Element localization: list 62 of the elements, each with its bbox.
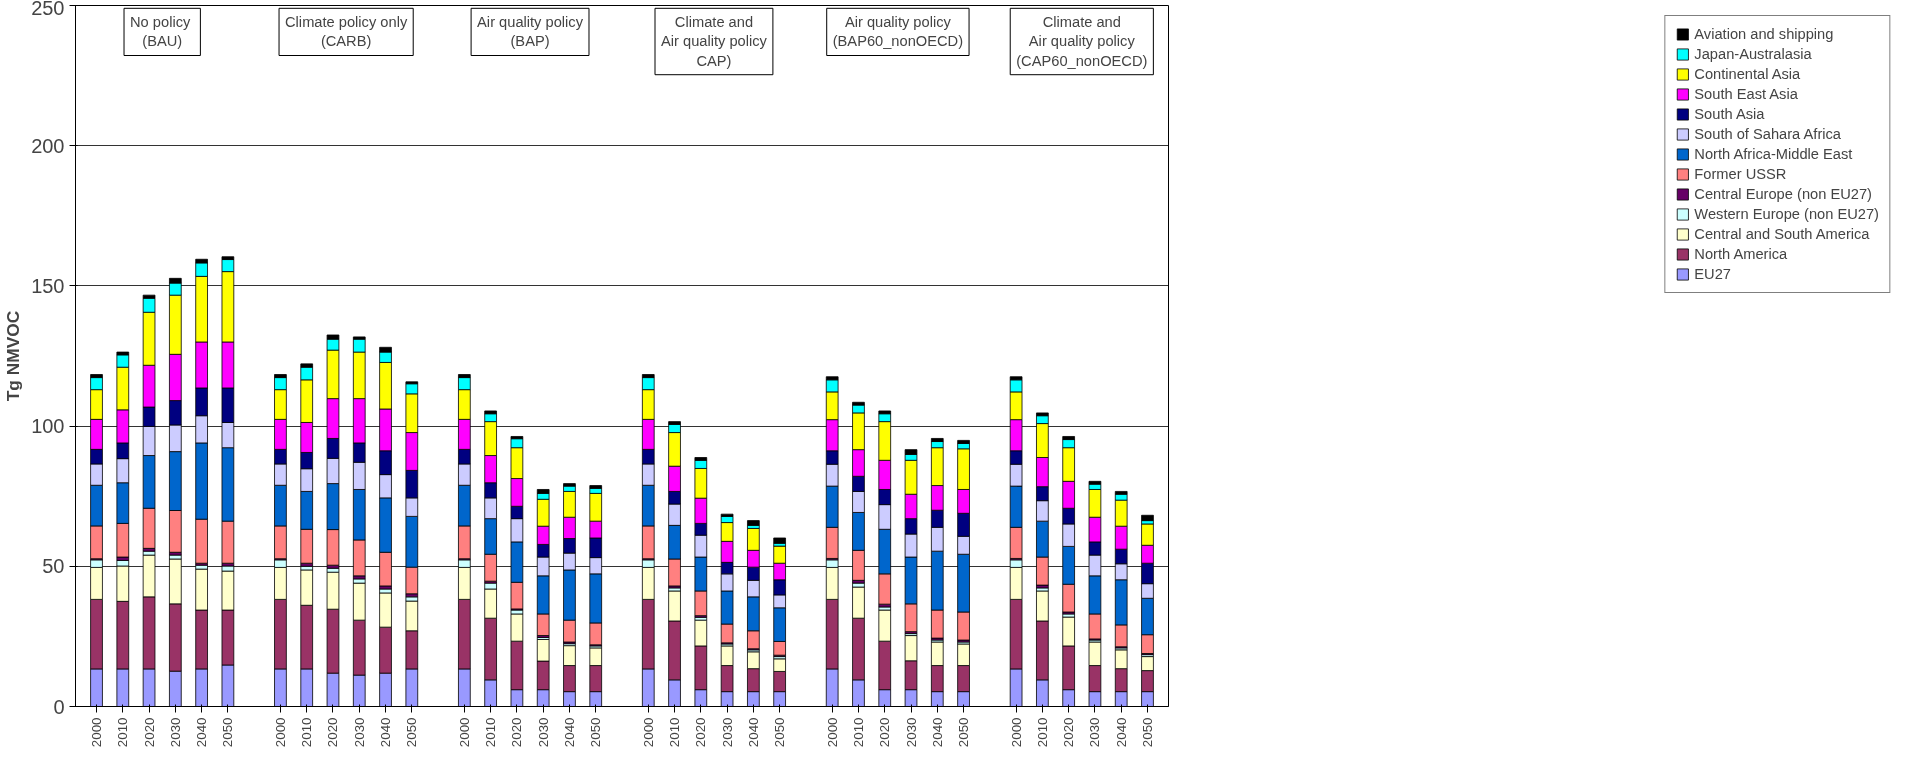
x-tick-label: 2040 bbox=[561, 717, 577, 748]
x-tick-label: 2010 bbox=[667, 717, 683, 748]
x-tick-label: 2040 bbox=[194, 717, 210, 748]
x-tick-label: 2030 bbox=[535, 717, 551, 748]
annotation: Air quality policy (BAP) bbox=[477, 14, 584, 50]
x-tick-label: 2030 bbox=[167, 717, 183, 748]
x-tick-label: 2030 bbox=[1087, 717, 1103, 748]
y-tick-label: 250 bbox=[31, 0, 65, 19]
x-tick-label: 2030 bbox=[351, 717, 367, 748]
x-tick-label: 2040 bbox=[929, 717, 945, 748]
legend-label: Aviation and shipping bbox=[1694, 26, 1834, 42]
x-tick-label: 2020 bbox=[693, 717, 709, 748]
annotation: Climate and Air quality policy CAP) bbox=[661, 14, 768, 69]
x-tick-label: 2050 bbox=[1139, 717, 1155, 748]
x-tick-label: 2010 bbox=[850, 717, 866, 748]
legend-label: Western Europe (non EU27) bbox=[1694, 206, 1879, 222]
legend-label: South Asia bbox=[1694, 106, 1765, 122]
x-tick-label: 2000 bbox=[272, 717, 288, 748]
legend-label: North America bbox=[1694, 246, 1788, 262]
x-tick-label: 2000 bbox=[1008, 717, 1024, 748]
x-tick-label: 2030 bbox=[903, 717, 919, 748]
x-tick-label: 2030 bbox=[719, 717, 735, 748]
annotation: Climate policy only (CARB) bbox=[285, 14, 408, 50]
x-tick-label: 2050 bbox=[588, 717, 604, 748]
y-tick-label: 0 bbox=[53, 695, 65, 718]
x-tick-label: 2050 bbox=[772, 717, 788, 748]
legend-label: Former USSR bbox=[1694, 166, 1787, 182]
x-tick-label: 2000 bbox=[824, 717, 840, 748]
legend-label: South East Asia bbox=[1694, 86, 1798, 102]
x-tick-label: 2020 bbox=[877, 717, 893, 748]
x-tick-label: 2000 bbox=[456, 717, 472, 748]
x-tick-label: 2040 bbox=[745, 717, 761, 748]
legend-label: Central and South America bbox=[1694, 226, 1870, 242]
x-tick-label: 2020 bbox=[325, 717, 341, 748]
legend-label: Japan-Australasia bbox=[1694, 46, 1812, 62]
annotation: No policy (BAU) bbox=[130, 14, 191, 50]
x-tick-label: 2000 bbox=[89, 717, 105, 748]
legend-label: Central Europe (non EU27) bbox=[1694, 186, 1872, 202]
y-tick-label: 100 bbox=[31, 415, 65, 438]
legend-label: North Africa-Middle East bbox=[1694, 146, 1853, 162]
y-tick-label: 200 bbox=[31, 134, 65, 157]
y-axis-title: Tg NMVOC bbox=[3, 310, 24, 402]
legend-label: South of Sahara Africa bbox=[1694, 126, 1841, 142]
x-tick-label: 2040 bbox=[378, 717, 394, 748]
x-tick-label: 2020 bbox=[1061, 717, 1077, 748]
x-tick-label: 2000 bbox=[640, 717, 656, 748]
x-tick-label: 2010 bbox=[115, 717, 131, 748]
x-tick-label: 2050 bbox=[956, 717, 972, 748]
x-tick-label: 2050 bbox=[404, 717, 420, 748]
x-tick-label: 2020 bbox=[509, 717, 525, 748]
y-tick-label: 50 bbox=[42, 555, 65, 578]
y-tick-label: 150 bbox=[31, 274, 65, 297]
legend-label: Continental Asia bbox=[1694, 66, 1801, 82]
x-tick-label: 2040 bbox=[1113, 717, 1129, 748]
x-tick-label: 2010 bbox=[483, 717, 499, 748]
x-tick-label: 2050 bbox=[220, 717, 236, 748]
annotation: Climate and Air quality policy (CAP60_nonOECD) bbox=[1016, 14, 1148, 69]
x-tick-label: 2010 bbox=[299, 717, 315, 748]
legend-label: EU27 bbox=[1694, 266, 1732, 282]
x-tick-label: 2010 bbox=[1034, 717, 1050, 748]
annotation: Air quality policy (BAP60_nonOECD) bbox=[832, 14, 964, 50]
x-tick-label: 2020 bbox=[141, 717, 157, 748]
